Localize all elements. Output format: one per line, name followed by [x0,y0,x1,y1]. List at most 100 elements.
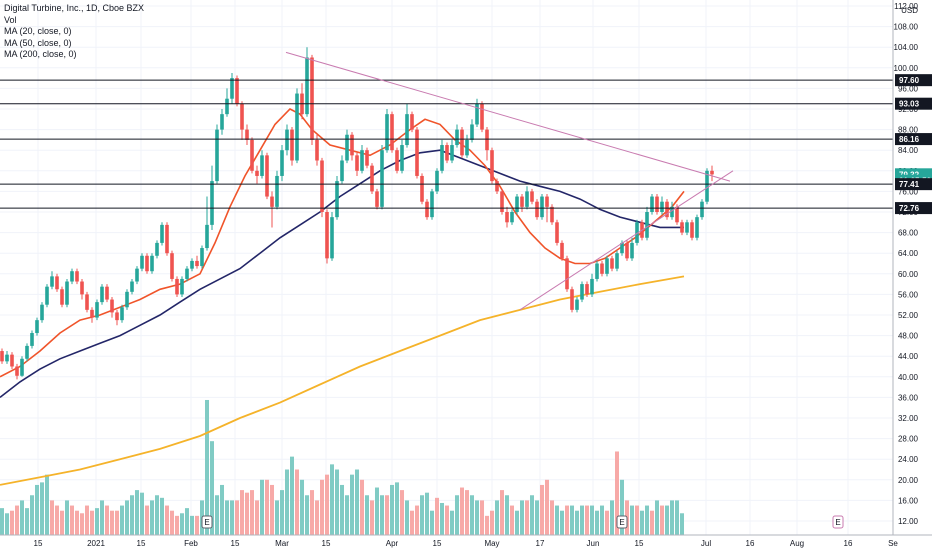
volume-bar [140,492,144,535]
price-axis[interactable]: 112.00108.00104.00100.0096.0092.0088.008… [892,0,932,535]
price-tick-label: 36.00 [898,393,919,402]
candle-body [135,268,139,282]
volume-bar [360,479,364,535]
time-axis[interactable]: 15 2021 15 Feb 15 Mar 15 Apr 15 May 17 Jun 15 Jul 16 Au… [0,534,932,548]
candle-body [325,212,329,259]
time-tick-label: 16 [746,539,755,548]
candle-body [710,170,714,175]
volume-bar [335,469,339,535]
volume-bar [465,490,469,535]
price-badge-label: 72.76 [899,204,920,213]
price-badge [895,74,932,87]
grid-lines [0,0,894,535]
chart-legend: Digital Turbine, Inc., 1D, Cboe BZX Vol … [4,3,144,61]
volume-bar [620,479,624,535]
volume-bar [115,510,119,535]
volume-bar [265,479,269,535]
volume-bar [290,456,294,535]
candle-body [400,145,404,171]
candle-body [565,258,569,290]
trendline [519,170,734,311]
candle-body [10,354,14,367]
candle-body [665,201,669,218]
legend-vol[interactable]: Vol [4,14,17,25]
volume-bar [190,515,194,535]
volume-bar [125,500,129,535]
candle-body [610,258,614,269]
volume-bar [285,469,289,535]
price-tick-label: 88.00 [898,126,919,135]
candle-body [120,307,124,321]
volume-bar [295,469,299,535]
candle-body [40,304,44,321]
time-tick-label: 15 [433,539,442,548]
candle-body [265,155,269,197]
volume-bar [440,502,444,535]
candle-body [220,114,224,130]
candle-body [270,196,274,207]
currency-label: USD [901,6,918,15]
candle-body [490,150,494,182]
volume-bar [270,484,274,535]
volume-bar [305,495,309,535]
candle-body [550,206,554,223]
candle-body [575,299,579,310]
candle-body [245,129,249,140]
legend-ma200[interactable]: MA (200, close, 0) [4,49,77,59]
volume-bar [320,479,324,535]
candle-body [85,294,89,310]
price-badge [895,178,932,191]
candle-body [535,201,539,218]
volume-bar [160,497,164,535]
price-badge-label: 93.03 [899,100,920,109]
candle-body [580,284,584,300]
price-tick-label: 16.00 [898,496,919,505]
volume-bar [0,508,4,535]
time-tick-label: 15 [322,539,331,548]
volume-bar [145,505,149,535]
volume-bar [215,495,219,535]
volume-bar [155,495,159,535]
volume-bar [415,505,419,535]
volume-bar [380,495,384,535]
volume-bar [565,505,569,535]
volume-bar [630,505,634,535]
candle-body [635,222,639,243]
candle-body [625,242,629,259]
volume-bar [120,505,124,535]
volume-bar [240,490,244,535]
earnings-box [832,515,844,529]
price-badge-label: 86.16 [899,135,920,144]
candle-body [545,196,549,207]
legend-ma50[interactable]: MA (50, close, 0) [4,37,72,48]
candle-body [70,271,74,282]
time-tick-label: 2021 [87,539,105,548]
time-tick-label: Feb [184,539,198,548]
volume-bar [405,500,409,535]
price-tick-label: 68.00 [898,229,919,238]
candle-body [30,333,34,346]
volume-bar [555,505,559,535]
volume-bar [545,479,549,535]
volume-bar [245,492,249,535]
candle-body [365,150,369,166]
volume-bar [445,505,449,535]
candle-body [500,191,504,212]
candle-body [695,217,699,238]
legend-ma20[interactable]: MA (20, close, 0) [4,26,72,36]
volume-bar [80,513,84,535]
volume-bar [310,490,314,535]
candle-body [355,155,359,171]
volume-bar [350,474,354,535]
volume-bar [250,490,254,535]
earnings-marker: E [832,515,844,529]
candle-body [655,196,659,212]
candle-body [440,145,444,171]
price-tick-label: 60.00 [898,270,919,279]
volume-bar [330,464,334,535]
volume-bar [585,505,589,535]
candle-body [390,114,394,151]
volume-bar [435,497,439,535]
legend-title[interactable]: Digital Turbine, Inc., 1D, Cboe BZX [4,3,145,13]
